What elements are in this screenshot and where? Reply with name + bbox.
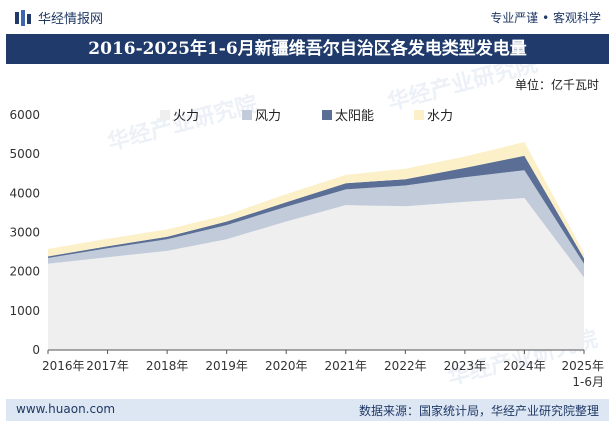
x-tick-label: 2024年 — [503, 359, 546, 373]
y-tick-label: 0 — [32, 343, 40, 357]
legend-swatch — [322, 110, 332, 120]
legend-item-wind: 风力 — [242, 109, 281, 124]
legend: 火力 风力 太阳能 水力 — [160, 109, 453, 124]
x-tick-label: 2020年 — [265, 359, 308, 373]
y-tick-label: 4000 — [9, 186, 40, 200]
x-tick-label: 2019年 — [205, 359, 248, 373]
legend-swatch — [160, 110, 170, 120]
x-tick-label: 2016年 — [42, 359, 85, 373]
footer-source: 数据来源：国家统计局，华经产业研究院整理 — [358, 404, 599, 418]
top-bar: 华经情报网 专业严谨 • 客观科学 — [0, 0, 615, 34]
area-thermal — [48, 198, 584, 350]
y-tick-label: 6000 — [9, 108, 40, 122]
slogan: 专业严谨 • 客观科学 — [490, 11, 601, 25]
x-tick-label: 2018年 — [146, 359, 189, 373]
area-chart: 华经产业研究院 华经产业研究院 华经产业研究院 0100020003000400… — [9, 64, 604, 391]
series-areas — [48, 142, 584, 350]
brand-name: 华经情报网 — [38, 12, 104, 27]
y-axis-ticks: 0 1000 2000 3000 4000 5000 6000 — [9, 108, 40, 357]
x-axis-ticks: 2016年 2017年 2018年 2019年 2020年 2021年 2022年 2023年… — [42, 350, 604, 389]
legend-item-hydro: 水力 — [414, 109, 453, 124]
y-tick-label: 5000 — [9, 147, 40, 161]
y-tick-label: 2000 — [9, 265, 40, 279]
legend-label: 风力 — [255, 109, 281, 124]
x-tick-label: 2017年 — [86, 359, 129, 373]
x-tick-label: 2022年 — [384, 359, 427, 373]
x-tick-label: 2025年 1-6月 — [561, 359, 604, 389]
area-wind — [48, 170, 584, 278]
footer-website[interactable]: www.huaon.com — [16, 402, 116, 416]
x-tick-label: 2023年 — [444, 359, 487, 373]
area-solar — [48, 155, 584, 264]
area-hydro — [48, 142, 584, 259]
unit-label: 单位：亿千瓦时 — [514, 78, 599, 92]
y-tick-label: 1000 — [9, 304, 40, 318]
brand: 华经情报网 — [14, 8, 103, 27]
huajing-logo-icon — [15, 9, 31, 26]
legend-item-solar: 太阳能 — [322, 109, 374, 124]
x-tick-label: 2021年 — [325, 359, 368, 373]
legend-item-thermal: 火力 — [160, 109, 199, 124]
legend-label: 水力 — [427, 109, 453, 124]
chart-title: 2016-2025年1-6月新疆维吾尔自治区各发电类型发电量 — [6, 34, 609, 64]
legend-swatch — [414, 110, 424, 120]
y-tick-label: 3000 — [9, 226, 40, 240]
footer: www.huaon.com 数据来源：国家统计局，华经产业研究院整理 — [6, 399, 609, 421]
legend-swatch — [242, 110, 252, 120]
legend-label: 太阳能 — [335, 109, 374, 124]
legend-label: 火力 — [173, 109, 199, 124]
